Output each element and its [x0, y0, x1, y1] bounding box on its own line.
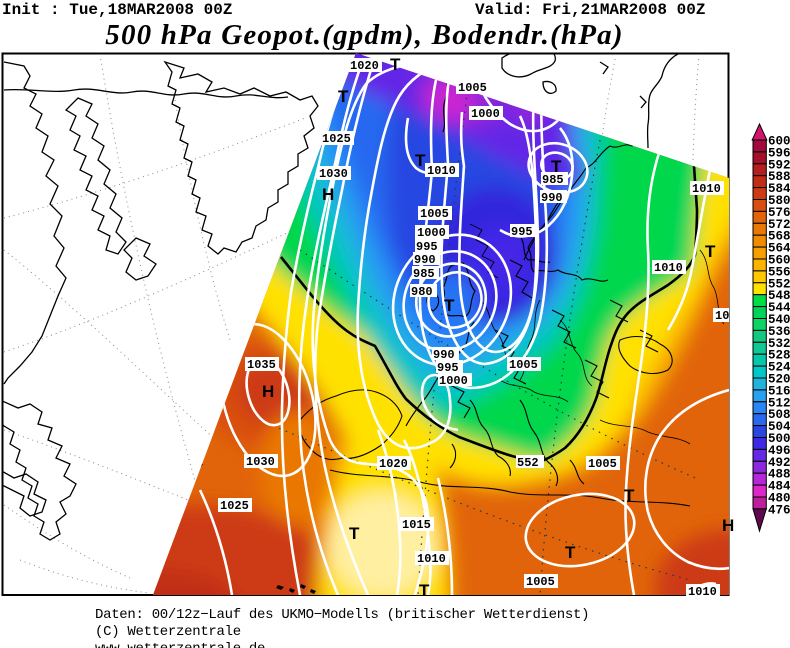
- svg-text:990: 990: [541, 191, 563, 205]
- svg-text:520: 520: [768, 373, 790, 387]
- svg-text:1030: 1030: [246, 455, 275, 469]
- svg-text:T: T: [565, 543, 576, 562]
- svg-text:T: T: [390, 55, 401, 74]
- svg-text:560: 560: [768, 254, 790, 268]
- svg-text:1005: 1005: [458, 81, 487, 95]
- svg-text:596: 596: [768, 146, 790, 160]
- svg-text:488: 488: [768, 468, 790, 482]
- svg-text:1000: 1000: [439, 374, 468, 388]
- svg-text:T: T: [349, 524, 360, 543]
- svg-text:1025: 1025: [322, 132, 351, 146]
- svg-text:1010: 1010: [654, 261, 683, 275]
- svg-text:T: T: [551, 157, 562, 176]
- svg-text:1020: 1020: [350, 59, 379, 73]
- svg-text:516: 516: [768, 384, 790, 398]
- svg-text:1005: 1005: [509, 358, 538, 372]
- svg-text:T: T: [415, 151, 426, 170]
- svg-text:568: 568: [768, 230, 790, 244]
- svg-text:1010: 1010: [417, 552, 446, 566]
- svg-text:508: 508: [768, 408, 790, 422]
- svg-text:985: 985: [413, 267, 435, 281]
- svg-text:1010: 1010: [688, 585, 717, 599]
- svg-text:H: H: [322, 185, 334, 204]
- svg-text:1015: 1015: [402, 518, 431, 532]
- svg-text:540: 540: [768, 313, 790, 327]
- svg-text:588: 588: [768, 170, 790, 184]
- svg-text:592: 592: [768, 158, 790, 172]
- svg-text:T: T: [444, 296, 455, 315]
- svg-text:990: 990: [433, 348, 455, 362]
- svg-text:512: 512: [768, 396, 790, 410]
- svg-text:584: 584: [768, 182, 790, 196]
- svg-text:500: 500: [768, 432, 790, 446]
- svg-text:1025: 1025: [220, 499, 249, 513]
- svg-text:980: 980: [411, 285, 433, 299]
- svg-text:600: 600: [768, 135, 790, 149]
- svg-text:492: 492: [768, 456, 790, 470]
- svg-text:1020: 1020: [379, 457, 408, 471]
- svg-text:T: T: [624, 486, 635, 505]
- svg-text:990: 990: [414, 253, 436, 267]
- svg-text:1000: 1000: [471, 107, 500, 121]
- svg-text:10: 10: [715, 309, 729, 323]
- svg-text:572: 572: [768, 218, 790, 232]
- svg-text:1005: 1005: [526, 575, 555, 589]
- svg-text:T: T: [705, 242, 716, 261]
- svg-text:476: 476: [768, 503, 790, 517]
- svg-text:995: 995: [437, 361, 459, 375]
- svg-text:484: 484: [768, 480, 790, 494]
- svg-text:580: 580: [768, 194, 790, 208]
- svg-text:1030: 1030: [319, 167, 348, 181]
- svg-text:T: T: [338, 87, 349, 106]
- svg-text:576: 576: [768, 206, 790, 220]
- svg-text:T: T: [419, 581, 430, 600]
- svg-text:552: 552: [768, 277, 790, 291]
- svg-text:548: 548: [768, 289, 790, 303]
- svg-text:H: H: [262, 382, 274, 401]
- svg-text:480: 480: [768, 492, 790, 506]
- svg-text:1005: 1005: [420, 207, 449, 221]
- svg-text:1010: 1010: [427, 164, 456, 178]
- svg-text:995: 995: [416, 240, 438, 254]
- svg-text:995: 995: [511, 225, 533, 239]
- svg-text:524: 524: [768, 361, 790, 375]
- svg-text:556: 556: [768, 265, 790, 279]
- svg-text:985: 985: [542, 173, 564, 187]
- svg-text:544: 544: [768, 301, 790, 315]
- svg-text:504: 504: [768, 420, 790, 434]
- svg-text:1005: 1005: [588, 457, 617, 471]
- svg-text:496: 496: [768, 444, 790, 458]
- svg-text:1035: 1035: [247, 358, 276, 372]
- svg-text:564: 564: [768, 242, 790, 256]
- svg-text:532: 532: [768, 337, 790, 351]
- svg-text:H: H: [722, 516, 734, 535]
- svg-text:1010: 1010: [692, 182, 721, 196]
- svg-text:552: 552: [517, 456, 539, 470]
- svg-text:536: 536: [768, 325, 790, 339]
- svg-text:528: 528: [768, 349, 790, 363]
- svg-text:1000: 1000: [417, 226, 446, 240]
